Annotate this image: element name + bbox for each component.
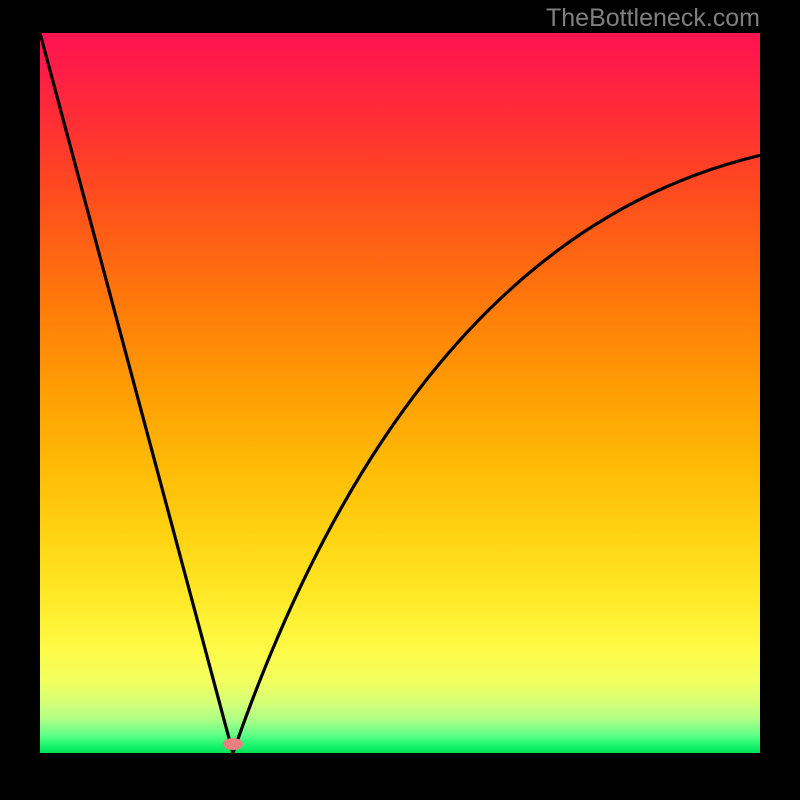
bottleneck-curve xyxy=(40,33,760,753)
dip-marker xyxy=(223,738,243,750)
chart-stage: TheBottleneck.com xyxy=(0,0,800,800)
watermark-text: TheBottleneck.com xyxy=(546,4,760,33)
plot-area xyxy=(40,33,760,753)
